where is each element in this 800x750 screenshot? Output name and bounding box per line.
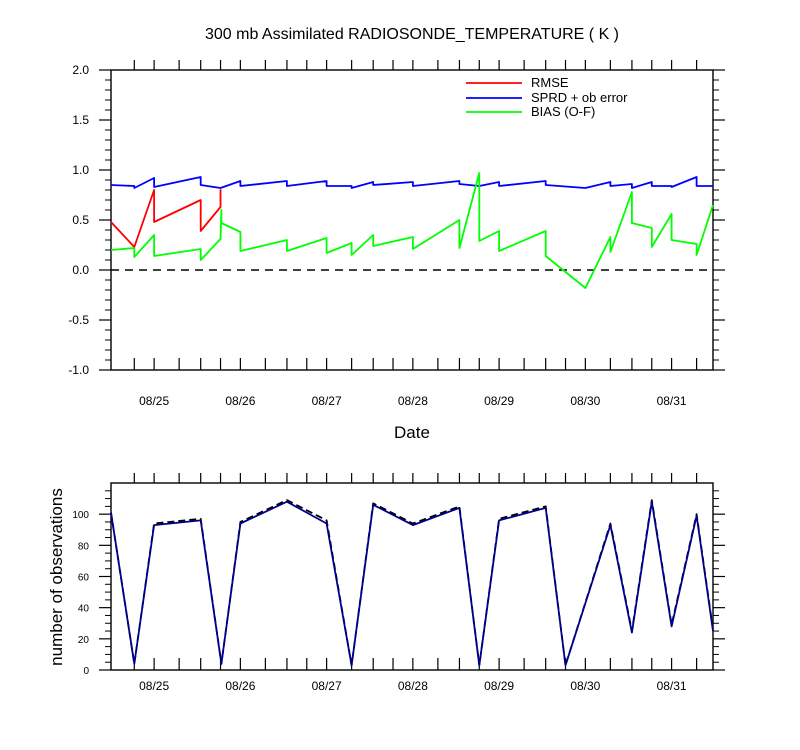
top-y-tick-label: 1.5 — [72, 113, 89, 127]
top-x-tick-label: 08/28 — [398, 394, 428, 408]
legend-label-bias: BIAS (O-F) — [531, 104, 595, 119]
bottom-y-tick-label: 40 — [78, 604, 90, 615]
top-y-tick-label: 0.5 — [72, 213, 89, 227]
bottom-y-tick-label: 80 — [78, 541, 90, 552]
bottom-y-tick-label: 0 — [83, 666, 89, 677]
top-x-tick-label: 08/25 — [139, 394, 169, 408]
legend-label-sprd: SPRD + ob error — [531, 90, 628, 105]
bottom-y-tick-label: 60 — [78, 573, 90, 584]
top-x-tick-label: 08/27 — [312, 394, 342, 408]
top-x-tick-label: 08/29 — [484, 394, 514, 408]
legend-label-rmse: RMSE — [531, 75, 569, 90]
bottom-x-tick-label: 08/31 — [657, 679, 687, 693]
bottom-plot-frame — [110, 482, 714, 671]
top-y-tick-label: -0.5 — [68, 313, 89, 327]
top-series-rmse — [110, 189, 222, 248]
top-plot: 08/25 08/26 08/27 08/28 08/29 08/30 08/31 -1.0 -… — [68, 60, 725, 408]
bottom-x-tick-label: 08/25 — [139, 679, 169, 693]
bottom-y-axis-label: number of observations — [47, 488, 66, 666]
bottom-y-tick-label: 20 — [78, 635, 90, 646]
bottom-plot: 08/25 08/26 08/27 08/28 08/29 08/30 08/31 0 20 40… — [72, 473, 725, 693]
top-y-tick-label: 1.0 — [72, 163, 89, 177]
bottom-x-tick-label: 08/30 — [570, 679, 600, 693]
top-y-tick-label: -1.0 — [68, 363, 89, 377]
top-x-tick-label: 08/31 — [657, 394, 687, 408]
bottom-y-tick-label: 100 — [72, 510, 89, 521]
bottom-x-tick-label: 08/29 — [484, 679, 514, 693]
top-y-tick-label: 0.0 — [72, 263, 89, 277]
chart-title: 300 mb Assimilated RADIOSONDE_TEMPERATUR… — [205, 26, 619, 43]
top-x-tick-label: 08/26 — [225, 394, 255, 408]
bottom-x-tick-label: 08/26 — [225, 679, 255, 693]
top-series-sprd-ob-error — [110, 176, 713, 189]
legend: RMSE SPRD + ob error BIAS (O-F) — [466, 75, 628, 119]
bottom-x-tick-label: 08/27 — [312, 679, 342, 693]
top-x-axis-label: Date — [394, 423, 430, 442]
top-y-tick-label: 2.0 — [72, 63, 89, 77]
top-series-bias-o-f — [110, 172, 714, 289]
top-x-tick-label: 08/30 — [570, 394, 600, 408]
bottom-x-tick-label: 08/28 — [398, 679, 428, 693]
bottom-series-assimilated — [110, 500, 714, 667]
